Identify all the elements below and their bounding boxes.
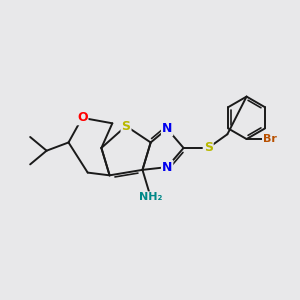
Text: O: O [77,111,88,124]
Text: S: S [204,141,213,154]
Text: Br: Br [263,134,277,144]
Text: N: N [162,160,172,174]
Text: S: S [122,119,130,133]
Text: NH₂: NH₂ [139,192,162,202]
Text: N: N [162,122,172,135]
